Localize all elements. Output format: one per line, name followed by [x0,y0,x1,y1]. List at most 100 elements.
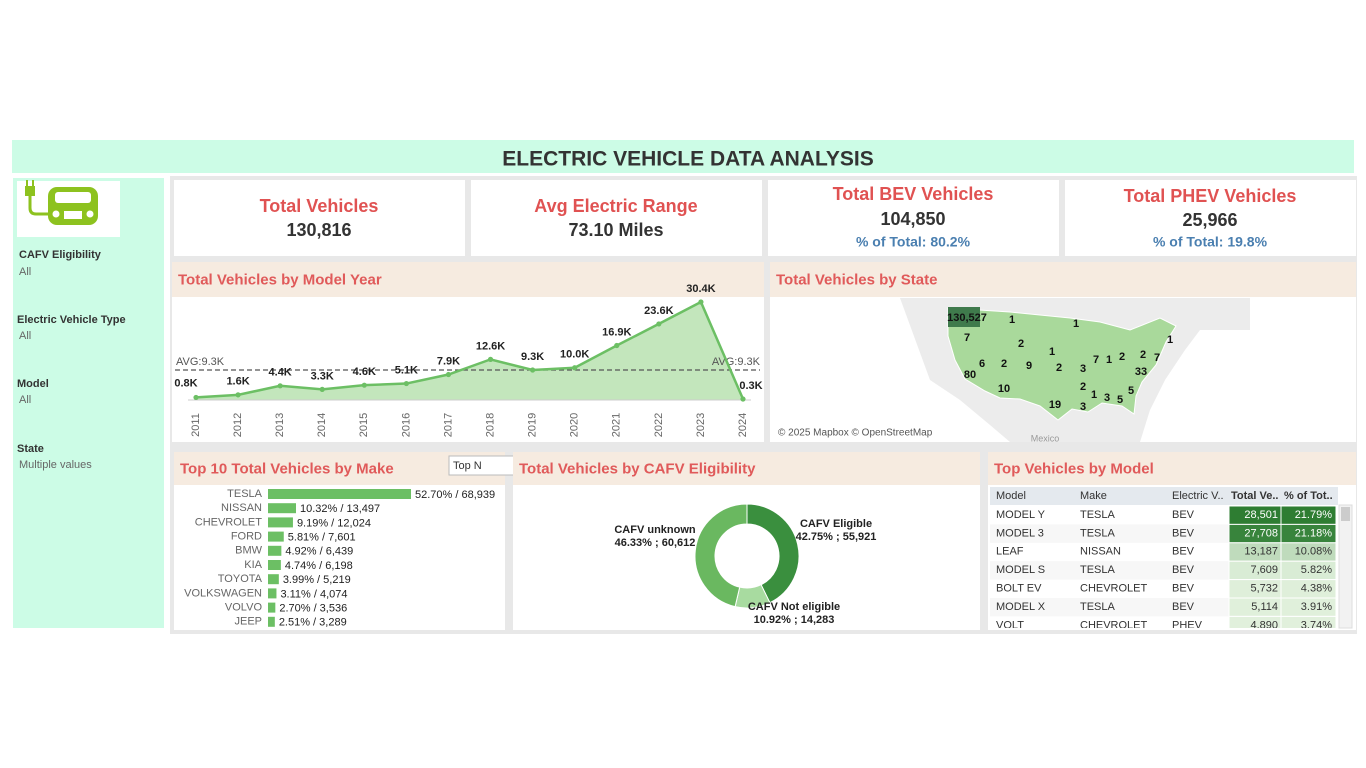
slice-value: 46.33% ; 60,612 [615,537,696,549]
kpi-card [471,180,762,256]
x-tick-label: 2021 [611,413,623,437]
kpi-title: Total Vehicles [260,196,379,216]
table-cell: TESLA [1080,509,1116,521]
data-label: 4.4K [269,367,292,379]
table-cell: 28,501 [1244,509,1278,521]
table-cell: 5,114 [1251,601,1278,613]
table-cell: MODEL Y [996,509,1046,521]
table-cell: BEV [1172,583,1195,595]
data-label: 1.6K [226,376,249,388]
state-label: 5 [1128,385,1134,397]
state-label: 5 [1117,394,1123,406]
y-tick-label: NISSAN [221,502,262,514]
table-cell: MODEL 3 [996,527,1044,539]
x-tick-label: 2018 [484,413,496,437]
data-label: 3.11% / 4,074 [280,588,347,600]
slice-label: CAFV unknown [614,524,696,536]
table-cell: BEV [1172,564,1195,576]
data-label: 4.92% / 6,439 [285,546,353,558]
state-label: 2 [1080,381,1086,393]
kpi-title: Avg Electric Range [534,196,697,216]
filter-value: All [19,330,31,342]
table-cell: 4,890 [1250,619,1278,631]
x-tick-label: 2023 [695,413,707,437]
column-header: Model [996,490,1026,502]
data-label: 3.3K [311,370,334,382]
data-label: 23.6K [644,305,673,317]
table-cell: BEV [1172,546,1195,558]
data-label: 10.0K [560,349,589,361]
data-label: 0.8K [174,377,197,389]
filter-value: Multiple values [19,459,92,471]
bar [268,616,275,627]
column-header: Make [1080,490,1107,502]
dashboard-title: ELECTRIC VEHICLE DATA ANALYSIS [502,148,873,171]
data-label: 7.9K [437,355,460,367]
table-body: MODEL Y TESLA BEV 28,501 21.79% MODEL 3 TESLA B… [990,505,1337,631]
state-wa [948,307,980,327]
point [698,299,704,305]
filter-value: All [19,266,31,278]
state-label: 1 [1009,314,1015,326]
donut-slice [746,503,800,604]
filter-value: All [19,394,31,406]
x-tick-label: 2013 [274,413,286,437]
bar-area [174,486,505,630]
point [614,342,620,349]
y-tick-label: TESLA [227,488,263,500]
y-tick-label: KIA [244,559,262,571]
bar [268,588,277,599]
state-label: 2 [1119,351,1125,363]
table-cell: MODEL S [996,564,1045,576]
table-cell: BEV [1172,509,1195,521]
state-label: 2 [1140,349,1146,361]
donut-chart-title-band [513,452,980,485]
state-label: 1 [1091,389,1097,401]
slice-label: CAFV Eligible [800,518,872,530]
state-label: 9 [1026,360,1032,372]
table-cell: 4.38% [1301,583,1332,595]
table-cell: CHEVROLET [1080,619,1148,631]
x-tick-label: 2017 [442,413,454,437]
bar [268,531,284,542]
slice-label: CAFV Not eligible [748,601,840,613]
bar [268,602,276,613]
data-label: 30.4K [686,283,715,295]
state-label: 3 [1080,401,1086,413]
map-chart-title: Total Vehicles by State [776,271,937,288]
table-cell: 7,609 [1250,564,1278,576]
data-label: 4.6K [353,366,376,378]
x-tick-label: 2015 [358,413,370,437]
data-label: 5.81% / 7,601 [288,532,356,544]
data-label: 0.3K [739,380,762,392]
place-label: Mexico [1031,433,1060,443]
data-label: 9.3K [521,351,544,363]
data-label: 10.32% / 13,497 [300,503,380,515]
scrollbar[interactable] [1338,504,1353,629]
data-label: 12.6K [476,340,505,352]
table-cell: TESLA [1080,601,1116,613]
table-cell: 21.18% [1295,527,1333,539]
area [196,302,743,400]
table-cell: BEV [1172,527,1195,539]
line-chart-title-band [172,262,764,297]
point [361,382,367,388]
y-tick-label: FORD [231,531,262,543]
sidebar [13,178,164,628]
state-label: 1 [1167,334,1173,346]
data-label: 9.19% / 12,024 [297,517,371,529]
data-label: 16.9K [602,326,631,338]
filter-label: Model [17,378,49,390]
x-tick-label: 2022 [653,413,665,437]
data-label: 4.74% / 6,198 [285,560,353,572]
column-header: Total Ve.. [1231,490,1278,502]
scrollbar-thumb[interactable] [1341,507,1350,521]
filter-label: State [17,443,44,455]
data-label: 52.70% / 68,939 [415,489,495,501]
point [572,365,578,371]
point [530,367,536,373]
donut-slice [694,503,748,608]
column-header: % of Tot.. [1284,490,1333,502]
y-tick-label: BMW [235,545,263,557]
